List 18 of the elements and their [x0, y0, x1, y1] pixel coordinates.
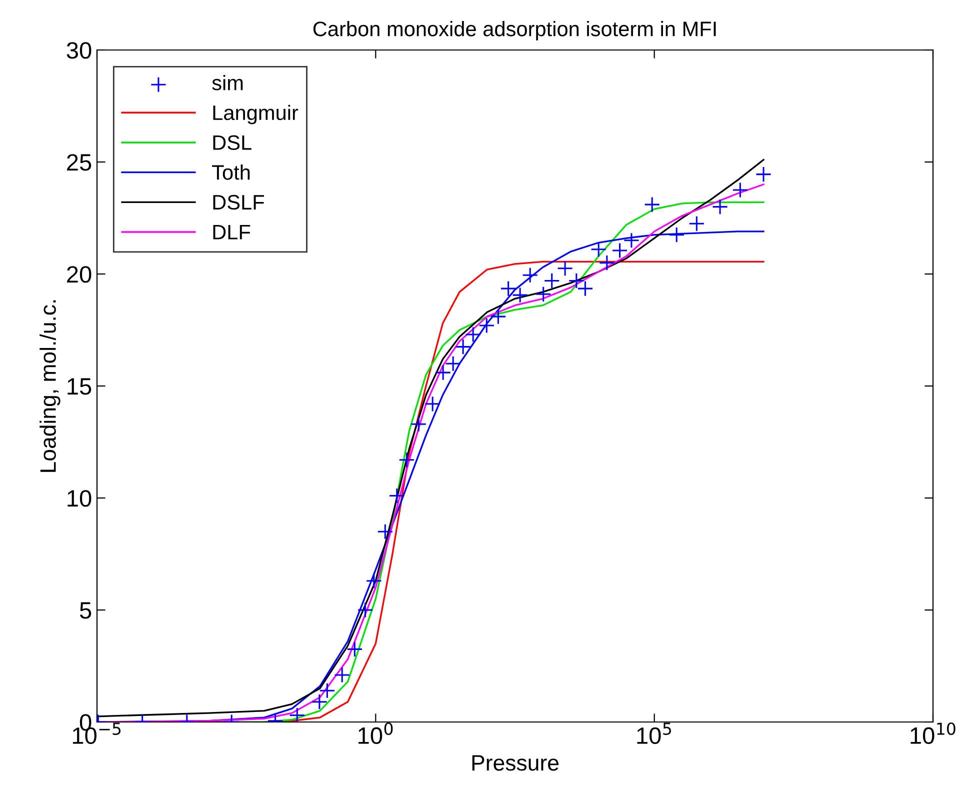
legend-label: Langmuir: [213, 104, 298, 124]
legend-label: DSL: [213, 135, 252, 150]
y-tick-label: 20: [67, 266, 92, 283]
legend-label: sim: [212, 75, 243, 90]
x-axis-title: Pressure: [472, 755, 558, 771]
y-axis-title: Loading, mol./u.c.: [40, 300, 60, 472]
x-tick-label: 10$^{5}$: [637, 722, 672, 744]
x-tick-label: 10$^{0}$: [358, 722, 393, 744]
y-tick-label: 30: [66, 42, 92, 59]
chart-title: Carbon monoxide adsorption isoterm in MFI: [313, 21, 716, 40]
y-tick-label: 10: [68, 490, 92, 507]
x-tick-label: 10$^{10}$: [910, 722, 956, 744]
legend-label: Toth: [212, 164, 250, 180]
y-tick-label: 15: [68, 378, 92, 395]
legend-label: DLF: [213, 224, 250, 240]
legend-label: DSLF: [213, 194, 264, 210]
y-tick-label: 5: [80, 602, 92, 619]
y-tick-label: 25: [67, 154, 92, 171]
